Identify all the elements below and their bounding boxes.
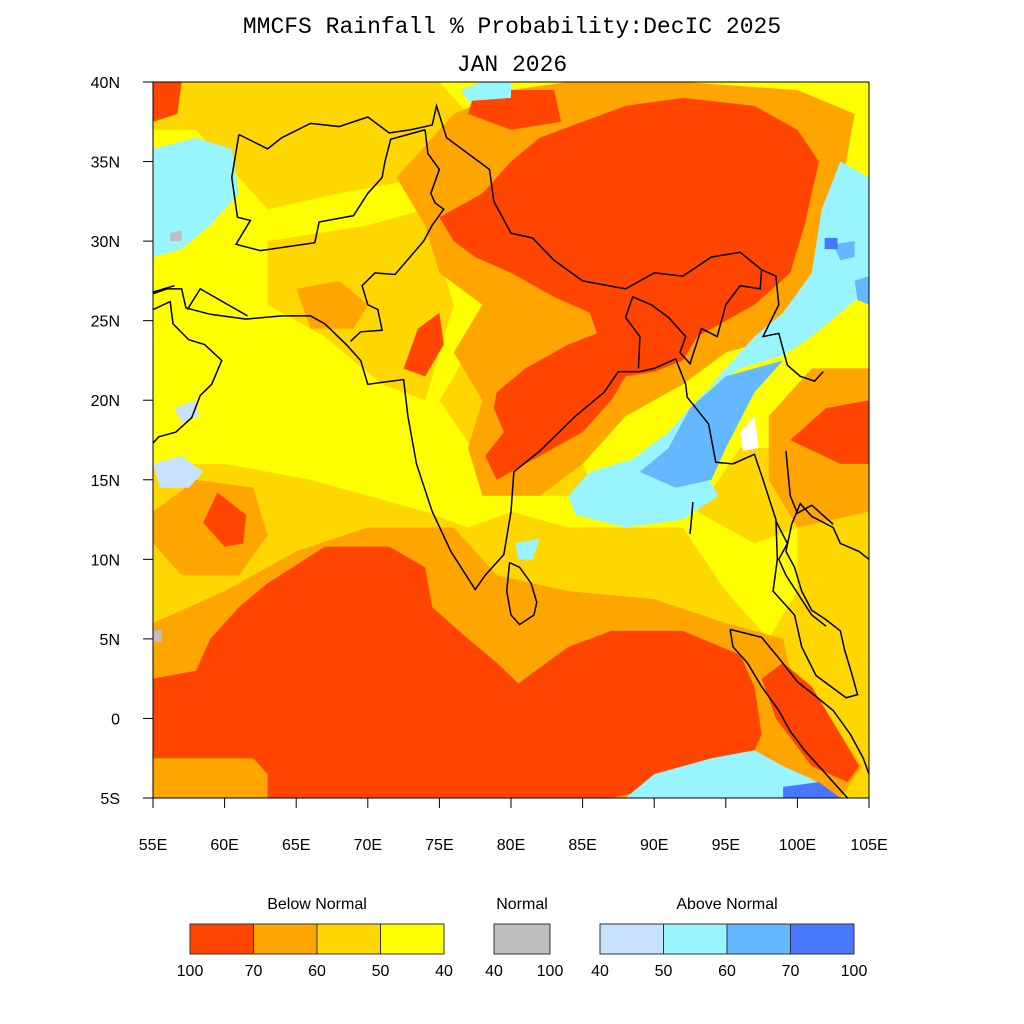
x-tick-label: 105E — [850, 837, 887, 854]
legend-swatch — [790, 923, 855, 955]
legend-label: 100 — [177, 963, 204, 980]
y-tick-label: 35N — [91, 155, 120, 172]
legend-heading: Below Normal — [267, 896, 367, 913]
fill-below-70-100 — [153, 82, 182, 122]
x-tick-label: 65E — [282, 837, 310, 854]
legend-label: 40 — [485, 963, 503, 980]
fill-missing — [740, 416, 759, 452]
fill-below-70-100 — [439, 97, 819, 480]
fill-above-70-100 — [824, 237, 838, 250]
probability-fills — [153, 82, 869, 798]
legend-label: 40 — [591, 963, 609, 980]
map-subtitle: JAN 2026 — [456, 52, 568, 78]
fill-above-60-70 — [854, 276, 869, 305]
fill-above-60-70 — [639, 360, 784, 488]
fill-below-70-100 — [403, 312, 444, 377]
y-tick-label: 30N — [91, 234, 120, 251]
coastline — [729, 628, 869, 775]
x-tick-label: 60E — [210, 837, 238, 854]
fill-above-50-60 — [153, 137, 239, 258]
x-tick-label: 95E — [712, 837, 740, 854]
legend-label: 70 — [245, 963, 263, 980]
x-tick-label: 80E — [497, 837, 525, 854]
fill-above-60-70 — [833, 241, 855, 261]
x-tick-label: 55E — [139, 837, 167, 854]
fill-below-70-100 — [790, 400, 869, 464]
legend-swatch — [189, 923, 254, 955]
legend-swatch — [599, 923, 664, 955]
legend-label: 50 — [372, 963, 390, 980]
fill-above-70-100 — [783, 782, 841, 798]
coastline — [761, 269, 824, 382]
x-tick-label: 70E — [354, 837, 382, 854]
fill-above-50-60 — [568, 161, 869, 528]
y-tick-label: 25N — [91, 314, 120, 331]
fill-above-50-60 — [515, 538, 540, 560]
coastline — [153, 300, 223, 444]
coastlines — [153, 102, 869, 798]
fill-below-70-100 — [468, 89, 562, 130]
coastline — [153, 288, 326, 325]
legend: Below Normal 100 70 60 50 40 Normal 40 100 Above … — [177, 896, 868, 980]
fill-above-50-60 — [460, 82, 511, 102]
coastline — [324, 323, 869, 699]
legend-heading: Normal — [496, 896, 548, 913]
legend-swatch — [253, 923, 318, 955]
coastline — [153, 284, 175, 293]
fill-normal — [170, 229, 182, 242]
coastline — [231, 129, 426, 252]
legend-label: 100 — [841, 963, 868, 980]
axes: 55E 60E 65E 70E 75E 80E 85E 90E 95E 100E 105E 40N 35… — [91, 75, 888, 854]
fill-above-40-50 — [153, 455, 204, 488]
legend-label: 60 — [308, 963, 326, 980]
fill-below-70-100 — [203, 492, 247, 547]
x-tick-label: 90E — [640, 837, 668, 854]
legend-label: 70 — [782, 963, 800, 980]
legend-swatch — [316, 923, 381, 955]
legend-swatch — [663, 923, 728, 955]
legend-label: 60 — [718, 963, 736, 980]
coastline — [238, 102, 763, 369]
y-tick-label: 40N — [91, 75, 120, 92]
x-tick-label: 75E — [425, 837, 453, 854]
x-tick-label: 100E — [779, 837, 816, 854]
y-tick-label: 5N — [100, 632, 120, 649]
fill-below-70-100 — [761, 662, 859, 783]
coastline — [775, 520, 827, 627]
x-tick-label: 85E — [568, 837, 596, 854]
coastline — [186, 287, 248, 317]
fill-above-50-60 — [625, 750, 841, 798]
legend-label: 40 — [435, 963, 453, 980]
coastline — [729, 629, 849, 798]
fill-below-70-100 — [153, 546, 762, 798]
y-tick-label: 10N — [91, 552, 120, 569]
coastline — [785, 451, 834, 525]
legend-heading: Above Normal — [676, 896, 777, 913]
legend-swatch — [726, 923, 791, 955]
legend-label: 50 — [655, 963, 673, 980]
legend-swatch — [380, 923, 445, 955]
legend-swatch — [493, 923, 551, 955]
coastline — [689, 501, 694, 534]
fill-normal — [153, 629, 162, 643]
map-title: MMCFS Rainfall % Probability:DecIC 2025 — [242, 14, 782, 40]
y-tick-label: 5S — [100, 791, 120, 808]
coastline — [505, 561, 538, 626]
coastline — [350, 129, 445, 342]
y-tick-label: 20N — [91, 393, 120, 410]
legend-label: 100 — [537, 963, 564, 980]
y-tick-label: 15N — [91, 473, 120, 490]
y-tick-label: 0 — [111, 711, 120, 728]
fill-below-60-70 — [296, 280, 368, 329]
